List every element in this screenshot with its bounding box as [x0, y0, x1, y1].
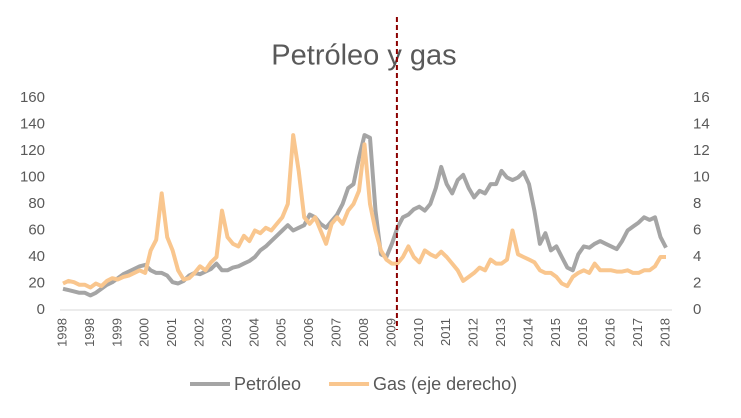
x-tick-label: 2007	[329, 318, 344, 347]
x-tick-label: 2014	[520, 318, 535, 347]
y2-tick-label: 16	[693, 89, 710, 106]
y2-tick-label: 6	[693, 221, 701, 238]
y2-tick-label: 14	[693, 115, 710, 132]
x-tick-label: 2008	[356, 318, 371, 347]
legend-label: Petróleo	[234, 374, 301, 394]
x-tick-label: 2010	[411, 318, 426, 347]
x-tick-label: 2001	[164, 318, 179, 347]
x-tick-label: 1998	[82, 318, 97, 347]
series-line	[62, 133, 668, 298]
x-tick-label: 2000	[137, 318, 152, 347]
chart-title: Petróleo y gas	[271, 40, 456, 72]
x-tick-label: 2011	[438, 318, 453, 346]
x-tick-label: 2006	[301, 318, 316, 347]
y-tick-label: 100	[20, 168, 45, 185]
y-tick-label: 20	[28, 274, 45, 291]
y2-tick-label: 0	[693, 301, 701, 318]
x-tick-label: 2017	[630, 318, 645, 347]
y-tick-label: 80	[28, 195, 45, 212]
y-tick-label: 140	[20, 115, 45, 132]
x-tick-label: 2016	[575, 318, 590, 347]
x-tick-label: 2013	[493, 318, 508, 347]
x-tick-label: 2002	[191, 318, 206, 347]
y-tick-label: 40	[28, 248, 45, 265]
series-line	[62, 133, 666, 290]
x-tick-label: 2018	[657, 318, 672, 347]
y-tick-label: 120	[20, 142, 45, 159]
x-tick-label: 2005	[274, 318, 289, 347]
x-tick-label: 1998	[54, 318, 69, 347]
x-tick-label: 2016	[603, 318, 618, 347]
y2-tick-label: 12	[693, 142, 710, 159]
x-tick-label: 2015	[548, 318, 563, 347]
y2-tick-label: 2	[693, 274, 701, 291]
y2-tick-label: 4	[693, 248, 701, 265]
y2-tick-label: 8	[693, 195, 701, 212]
legend-label: Gas (eje derecho)	[373, 374, 517, 394]
y-tick-label: 0	[37, 301, 45, 318]
x-tick-label: 2012	[466, 318, 481, 347]
y-tick-label: 160	[20, 89, 45, 106]
x-tick-label: 1999	[109, 318, 124, 347]
x-tick-label: 2003	[219, 318, 234, 347]
x-tick-label: 2009	[383, 318, 398, 347]
x-tick-label: 2004	[246, 318, 261, 347]
y2-tick-label: 10	[693, 168, 710, 185]
y-tick-label: 60	[28, 221, 45, 238]
